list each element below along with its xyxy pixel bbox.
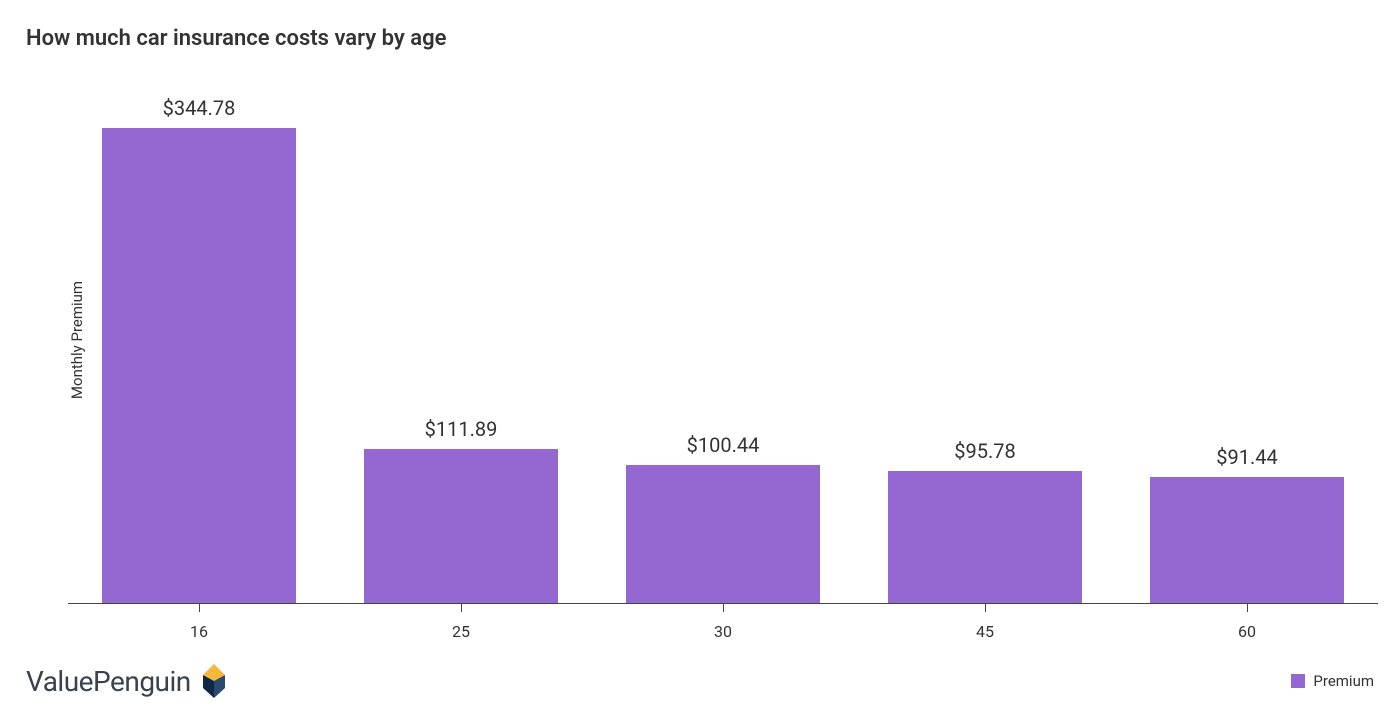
- plot-area: $344.78 $111.89 $100.44 $95.78 $91.44: [68, 74, 1378, 604]
- footer-row: ValuePenguin Premium: [26, 664, 1374, 698]
- x-tick: 45: [854, 604, 1116, 641]
- brand-logo: ValuePenguin: [26, 664, 231, 698]
- penguin-icon: [197, 664, 231, 698]
- bar-slot: $111.89: [330, 74, 592, 603]
- bar-value-label: $91.44: [1216, 445, 1277, 469]
- bar-value-label: $95.78: [954, 439, 1015, 463]
- legend-swatch: [1291, 674, 1305, 688]
- bar-rect: [1150, 477, 1344, 603]
- bar-value-label: $344.78: [163, 96, 236, 120]
- bar-rect: [888, 471, 1082, 603]
- bar-slot: $100.44: [592, 74, 854, 603]
- bar-value-label: $100.44: [687, 433, 760, 457]
- chart-title: How much car insurance costs vary by age: [26, 26, 446, 51]
- bars-row: $344.78 $111.89 $100.44 $95.78 $91.44: [68, 74, 1378, 603]
- bar-value-label: $111.89: [425, 417, 498, 441]
- bar-slot: $91.44: [1116, 74, 1378, 603]
- chart-container: How much car insurance costs vary by age…: [0, 0, 1400, 718]
- bar-rect: [626, 465, 820, 603]
- legend-label: Premium: [1313, 672, 1374, 690]
- x-tick: 30: [592, 604, 854, 641]
- x-tick: 60: [1116, 604, 1378, 641]
- brand-name: ValuePenguin: [26, 665, 191, 698]
- bar-rect: [364, 449, 558, 603]
- bar-slot: $95.78: [854, 74, 1116, 603]
- x-tick: 16: [68, 604, 330, 641]
- x-tick: 25: [330, 604, 592, 641]
- bar-rect: [102, 128, 296, 603]
- legend: Premium: [1291, 672, 1374, 690]
- x-axis: 16 25 30 45 60: [68, 604, 1378, 641]
- bar-slot: $344.78: [68, 74, 330, 603]
